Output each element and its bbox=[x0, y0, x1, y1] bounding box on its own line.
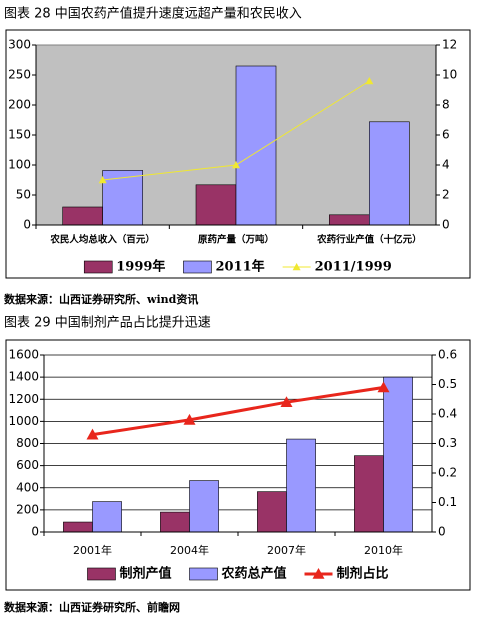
bar bbox=[102, 170, 143, 226]
y-tick-label: 600 bbox=[16, 458, 39, 472]
x-tick-label: 农药行业产值（十亿元） bbox=[316, 234, 422, 246]
line-marker bbox=[280, 396, 293, 407]
bar bbox=[62, 206, 103, 226]
y-tick-label: 250 bbox=[8, 68, 31, 82]
y-tick-label: 150 bbox=[8, 128, 31, 142]
x-tick-label: 2004年 bbox=[170, 543, 209, 557]
y-tick-label: 800 bbox=[16, 436, 39, 450]
line bbox=[92, 385, 384, 437]
y-tick-label: 400 bbox=[16, 480, 39, 494]
y-tick-label: 300 bbox=[8, 38, 31, 52]
line-marker bbox=[98, 176, 107, 184]
y2-tick-label: 0 bbox=[442, 218, 450, 232]
y-tick-label: 1000 bbox=[8, 414, 39, 428]
x-tick-label: 2001年 bbox=[73, 543, 112, 557]
bar bbox=[329, 214, 370, 226]
y-tick-label: 1400 bbox=[8, 370, 39, 384]
y-tick-label: 200 bbox=[16, 502, 39, 516]
y2-tick-label: 4 bbox=[442, 158, 450, 172]
bar bbox=[63, 521, 93, 533]
y2-tick-label: 10 bbox=[442, 68, 457, 82]
legend-swatch bbox=[83, 260, 113, 274]
y-tick-label: 1600 bbox=[8, 348, 39, 362]
y-tick-label: 200 bbox=[8, 98, 31, 112]
y2-tick-label: 0.3 bbox=[438, 436, 457, 450]
y2-tick-label: 8 bbox=[442, 98, 450, 112]
y2-tick-label: 0.5 bbox=[438, 377, 457, 391]
y2-tick-label: 6 bbox=[442, 128, 450, 142]
bar bbox=[189, 480, 219, 533]
line-marker bbox=[365, 77, 374, 85]
bar bbox=[92, 501, 122, 533]
bar bbox=[383, 376, 413, 533]
bar bbox=[354, 455, 384, 533]
y2-tick-label: 0.1 bbox=[438, 495, 457, 509]
x-tick-label: 原药产量（万吨） bbox=[198, 234, 274, 246]
legend-label: 1999年 bbox=[116, 259, 165, 275]
bar bbox=[257, 491, 287, 533]
legend-label: 2011年 bbox=[215, 259, 264, 275]
legend-label: 制剂产值 bbox=[119, 566, 171, 582]
x-tick-label: 2007年 bbox=[267, 543, 306, 557]
bar bbox=[195, 184, 237, 226]
y-tick-label: 0 bbox=[23, 218, 31, 232]
y-tick-label: 100 bbox=[8, 158, 31, 172]
bar bbox=[369, 121, 410, 226]
legend-swatch bbox=[189, 567, 218, 581]
y2-tick-label: 0.4 bbox=[438, 407, 457, 421]
line-marker bbox=[377, 381, 390, 393]
y2-tick-label: 0.6 bbox=[438, 348, 457, 362]
y2-tick-label: 0 bbox=[438, 525, 446, 539]
legend-label: 2011/1999 bbox=[315, 260, 392, 275]
legend-label: 制剂占比 bbox=[337, 566, 389, 582]
y-tick-label: 50 bbox=[16, 188, 31, 202]
bar bbox=[286, 438, 316, 533]
legend-label: 农药总产值 bbox=[220, 566, 286, 582]
bar bbox=[235, 65, 277, 226]
y-tick-label: 0 bbox=[31, 525, 39, 539]
source-note: 数据来源：山西证券研究所、前瞻网 bbox=[4, 600, 180, 614]
y2-tick-label: 2 bbox=[442, 188, 450, 202]
legend-swatch bbox=[87, 567, 116, 581]
legend-marker bbox=[312, 568, 325, 579]
y-tick-label: 1200 bbox=[8, 392, 39, 406]
x-tick-label: 农民人均总收入（百元） bbox=[49, 234, 155, 246]
line-marker bbox=[183, 413, 196, 425]
caption: 图表 28 中国农药产值提升速度远超产量和农民收入 bbox=[4, 6, 302, 22]
bar bbox=[160, 511, 190, 533]
x-tick-label: 2010年 bbox=[364, 543, 403, 557]
y2-tick-label: 0.2 bbox=[438, 466, 457, 480]
line-marker bbox=[232, 161, 240, 169]
line-marker bbox=[86, 428, 99, 440]
legend-marker bbox=[292, 263, 301, 271]
legend-swatch bbox=[183, 260, 212, 274]
caption: 图表 29 中国制剂产品占比提升迅速 bbox=[4, 315, 211, 331]
source-note: 数据来源：山西证券研究所、wind资讯 bbox=[4, 292, 198, 306]
y2-tick-label: 12 bbox=[442, 38, 457, 52]
